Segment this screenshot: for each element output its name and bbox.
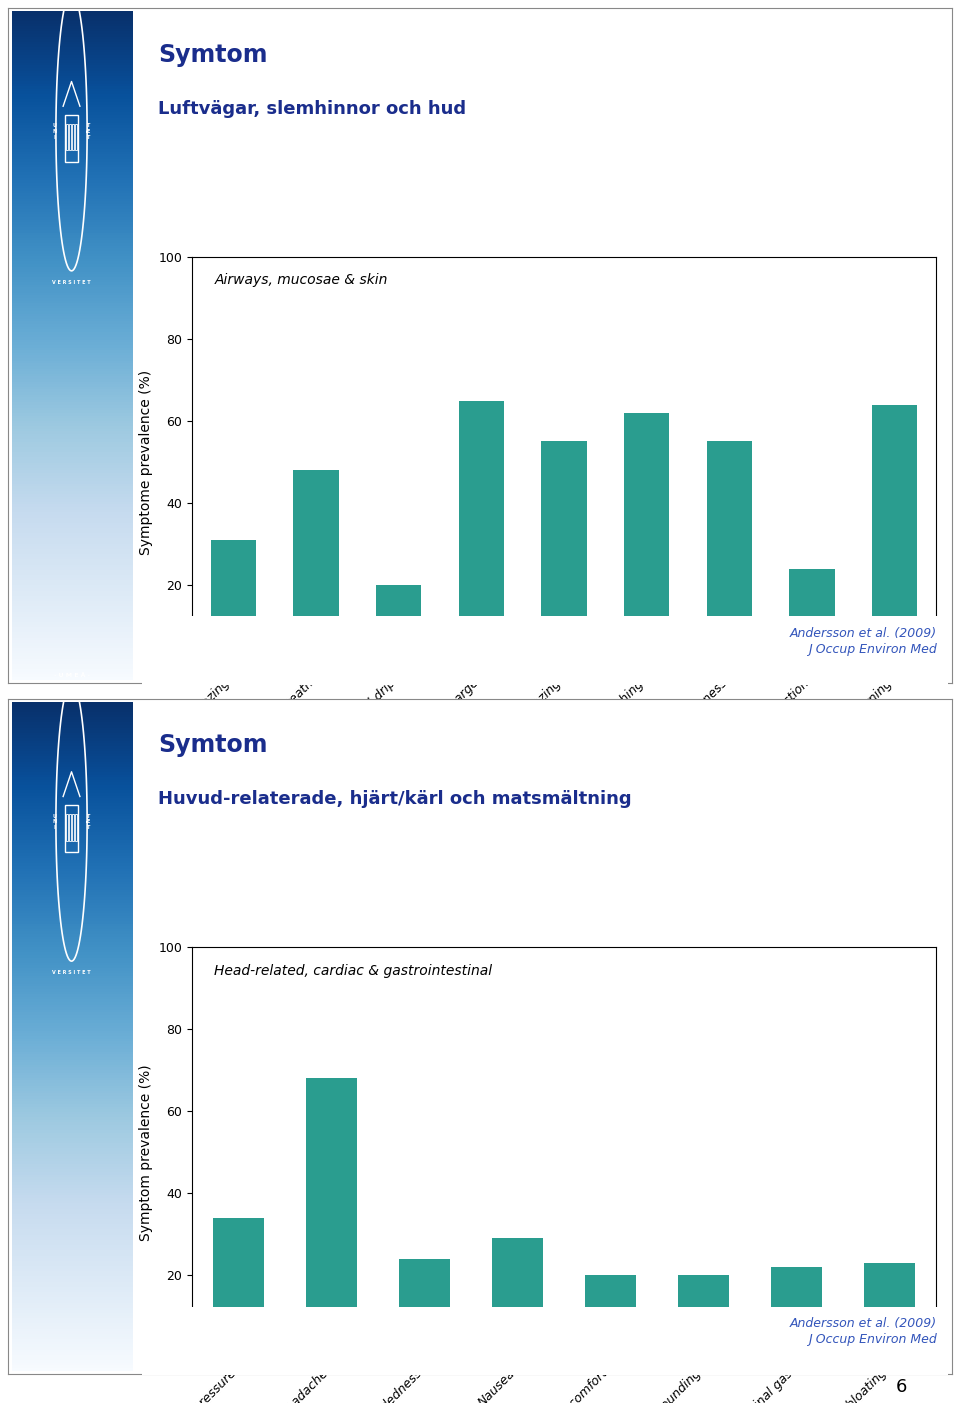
Bar	[376, 585, 421, 666]
Text: 6: 6	[896, 1378, 907, 1396]
Text: · U M E Å ·: · U M E Å ·	[54, 673, 89, 679]
Bar	[541, 442, 587, 666]
Text: Symtom: Symtom	[158, 732, 268, 758]
Text: T
E
T: T E T	[87, 814, 90, 831]
Bar	[210, 540, 256, 666]
Bar	[213, 1218, 264, 1357]
Bar	[306, 1079, 357, 1357]
Bar	[69, 814, 71, 840]
Bar	[864, 1263, 915, 1357]
Text: Symtom: Symtom	[158, 42, 268, 67]
Y-axis label: Symptom prevalence (%): Symptom prevalence (%)	[139, 1063, 153, 1240]
Bar	[678, 1275, 729, 1357]
Bar	[459, 400, 504, 666]
Bar	[75, 123, 77, 150]
Bar	[69, 123, 71, 150]
Bar	[65, 805, 78, 852]
Text: V E R S I T E T: V E R S I T E T	[52, 279, 91, 285]
Text: U
N
I: U N I	[52, 814, 57, 831]
Text: U
N
I: U N I	[52, 123, 57, 140]
Text: Airways, mucosae & skin: Airways, mucosae & skin	[214, 274, 388, 288]
Bar	[75, 814, 77, 840]
Text: Andersson et al. (2009)
J Occup Environ Med: Andersson et al. (2009) J Occup Environ …	[789, 627, 936, 655]
Bar	[399, 1258, 450, 1357]
Bar	[707, 442, 752, 666]
Text: T
E
T: T E T	[87, 123, 90, 140]
Bar	[872, 404, 918, 666]
Text: Andersson et al. (2009)
J Occup Environ Med: Andersson et al. (2009) J Occup Environ …	[789, 1317, 936, 1345]
Bar	[789, 568, 835, 666]
Bar	[585, 1275, 636, 1357]
Text: Luftvägar, slemhinnor och hud: Luftvägar, slemhinnor och hud	[158, 100, 467, 118]
Bar	[624, 412, 669, 666]
Bar	[66, 123, 68, 150]
Bar	[65, 115, 78, 161]
Bar	[293, 470, 339, 666]
Text: Huvud-relaterade, hjärt/kärl och matsmältning: Huvud-relaterade, hjärt/kärl och matsmäl…	[158, 790, 632, 808]
Bar	[66, 814, 68, 840]
Text: V E R S I T E T: V E R S I T E T	[52, 969, 91, 975]
Bar	[72, 123, 74, 150]
Bar	[771, 1267, 822, 1357]
Bar	[492, 1239, 543, 1357]
Bar	[72, 814, 74, 840]
Text: Head-related, cardiac & gastrointestinal: Head-related, cardiac & gastrointestinal	[214, 964, 492, 978]
Y-axis label: Symptome prevalence (%): Symptome prevalence (%)	[139, 369, 153, 554]
